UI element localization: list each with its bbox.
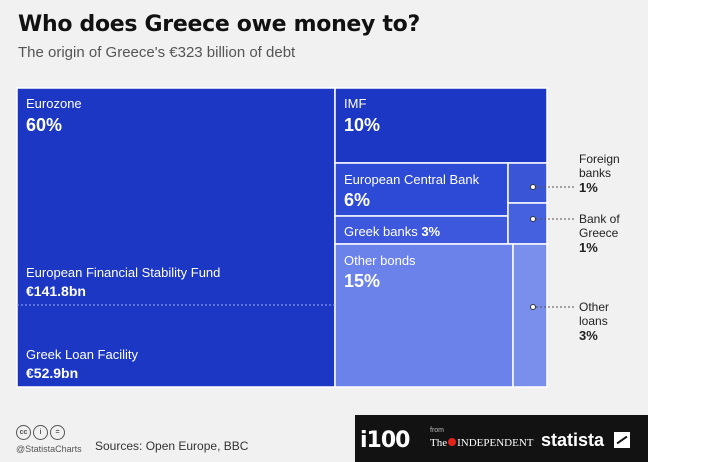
- label-foreign-banks-name-1: banks: [579, 166, 611, 180]
- label-bank-of-greece-name-0: Bank of: [579, 212, 620, 226]
- leader-dot-foreign-banks: [530, 184, 536, 190]
- label-other-loans-value: 3%: [579, 328, 598, 343]
- label-efsf-value: €141.8bn: [26, 283, 86, 299]
- label-glf-name: Greek Loan Facility: [26, 347, 138, 362]
- statista-handle[interactable]: @StatistaCharts: [16, 444, 82, 454]
- statista-logo[interactable]: statista: [541, 430, 605, 450]
- label-bank-of-greece-value: 1%: [579, 240, 598, 255]
- label-greek-banks: Greek banks 3%: [344, 224, 441, 239]
- chart-title: Who does Greece owe money to?: [18, 12, 420, 37]
- label-other-bonds-value: 15%: [344, 271, 380, 291]
- label-ecb-value: 6%: [344, 190, 370, 210]
- rect-other-loans: [512, 243, 548, 388]
- label-other-loans-name-1: loans: [579, 314, 608, 328]
- independent-eagle-icon: [448, 438, 457, 446]
- label-bank-of-greece-name-1: Greece: [579, 226, 619, 240]
- i100-logo[interactable]: i100: [360, 428, 410, 453]
- label-ecb-name: European Central Bank: [344, 172, 480, 187]
- label-other-loans-name-0: Other: [579, 300, 609, 314]
- rect-bank-of-greece: [507, 202, 548, 245]
- chart-subtitle: The origin of Greece's €323 billion of d…: [18, 44, 296, 61]
- label-foreign-banks-value: 1%: [579, 180, 598, 195]
- label-glf-value: €52.9bn: [26, 365, 78, 381]
- footer: cc i = @StatistaCharts Sources: Open Eur…: [0, 415, 648, 462]
- rect-other-bonds: [334, 243, 514, 388]
- statista-logo-icon: [614, 432, 630, 448]
- rect-eurozone: [16, 87, 336, 388]
- no-derivatives-icon: =: [50, 425, 65, 440]
- independent-the: The: [430, 437, 448, 449]
- leader-dot-other-loans: [530, 304, 536, 310]
- sources-text: Sources: Open Europe, BBC: [95, 439, 249, 453]
- treemap: Eurozone 60% European Financial Stability …: [16, 87, 620, 388]
- license-icons: cc i =: [16, 425, 65, 440]
- independent-name: INDEPENDENT: [457, 437, 534, 449]
- label-foreign-banks-name-0: Foreign: [579, 152, 620, 166]
- cc-icon: cc: [16, 425, 31, 440]
- label-eurozone-name: Eurozone: [26, 96, 82, 111]
- label-efsf-name: European Financial Stability Fund: [26, 265, 220, 280]
- brand-bar: [355, 415, 648, 462]
- independent-logo[interactable]: The INDEPENDENT: [430, 437, 534, 449]
- leader-dot-bank-of-greece: [530, 216, 536, 222]
- label-imf-value: 10%: [344, 115, 380, 135]
- attribution-icon: i: [33, 425, 48, 440]
- label-imf-name: IMF: [344, 96, 366, 111]
- rect-imf: [334, 87, 548, 164]
- label-eurozone-value: 60%: [26, 115, 62, 135]
- rect-foreign-banks: [507, 162, 548, 204]
- chart-card: Who does Greece owe money to? The origin…: [0, 0, 648, 462]
- label-other-bonds-name: Other bonds: [344, 253, 416, 268]
- from-label: from: [430, 427, 444, 434]
